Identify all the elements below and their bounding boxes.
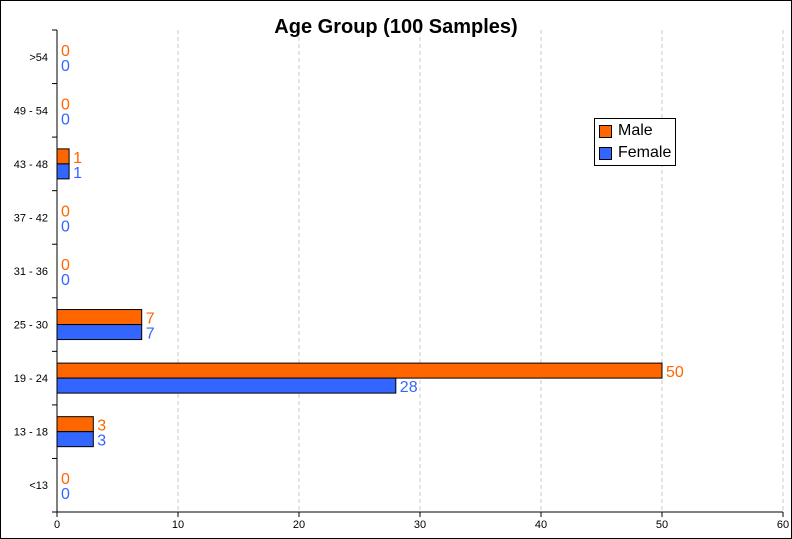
- chart-title: Age Group (100 Samples): [274, 16, 518, 38]
- y-tick-label: >54: [29, 52, 48, 64]
- data-label-male: 3: [97, 418, 106, 435]
- bar-male: [56, 309, 143, 326]
- x-tick-label: 0: [54, 519, 60, 531]
- legend-label-male: Male: [618, 122, 653, 139]
- bar-female: [56, 324, 143, 341]
- data-label-male: 0: [61, 43, 70, 60]
- data-label-female: 0: [61, 111, 70, 128]
- data-label-male: 0: [61, 257, 70, 274]
- data-label-male: 1: [73, 150, 82, 167]
- y-tick-label: 43 - 48: [14, 159, 48, 171]
- data-label-male: 0: [61, 203, 70, 220]
- bar-male: [56, 416, 94, 433]
- data-label-female: 0: [61, 486, 70, 503]
- legend-item-male: Male: [599, 121, 653, 141]
- legend-item-female: Female: [599, 143, 671, 163]
- data-label-female: 28: [400, 379, 418, 396]
- x-tick-label: 30: [414, 519, 426, 531]
- data-label-male: 0: [61, 471, 70, 488]
- bar-female: [56, 431, 94, 448]
- chart-legend: Male Female: [594, 118, 676, 166]
- x-tick-label: 20: [293, 519, 305, 531]
- data-label-female: 1: [73, 165, 82, 182]
- data-label-male: 0: [61, 96, 70, 113]
- legend-label-female: Female: [618, 144, 672, 161]
- y-tick-label: <13: [29, 480, 48, 492]
- legend-swatch-female: [599, 146, 612, 160]
- data-label-female: 0: [61, 218, 70, 235]
- y-tick-label: 19 - 24: [14, 373, 48, 385]
- data-label-male: 7: [146, 311, 155, 328]
- data-label-female: 3: [97, 433, 106, 450]
- x-tick-label: 40: [535, 519, 547, 531]
- y-tick-label: 13 - 18: [14, 427, 48, 439]
- y-tick-label: 37 - 42: [14, 212, 48, 224]
- x-tick-label: 50: [656, 519, 668, 531]
- x-tick-label: 60: [777, 519, 789, 531]
- y-tick-label: 25 - 30: [14, 320, 48, 332]
- legend-swatch-male: [599, 124, 612, 138]
- data-label-female: 0: [61, 58, 70, 75]
- bar-female: [56, 163, 70, 180]
- data-label-female: 0: [61, 272, 70, 289]
- y-tick-label: 31 - 36: [14, 266, 48, 278]
- bar-male: [56, 148, 70, 165]
- data-label-female: 7: [146, 326, 155, 343]
- x-tick-label: 10: [172, 519, 184, 531]
- data-label-male: 50: [666, 364, 684, 381]
- bar-female: [56, 377, 397, 394]
- y-tick-label: 49 - 54: [14, 105, 48, 117]
- bar-male: [56, 362, 663, 379]
